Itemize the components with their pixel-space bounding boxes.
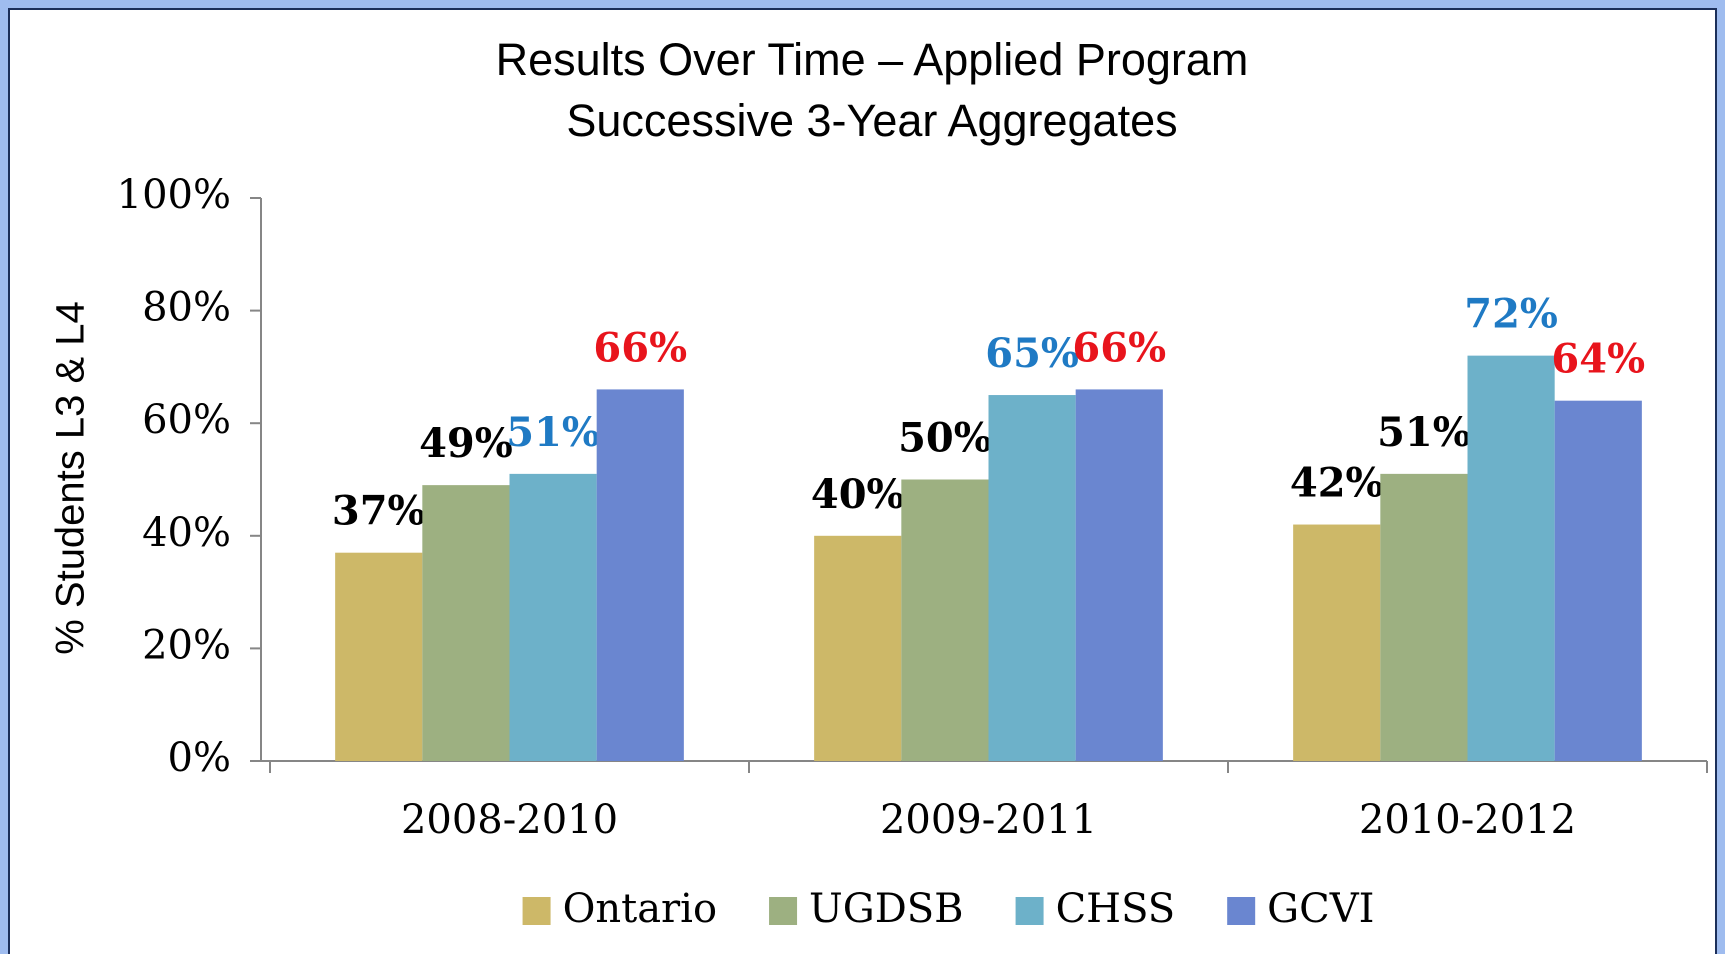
bar bbox=[1075, 389, 1163, 761]
bar bbox=[814, 535, 902, 761]
bar bbox=[988, 395, 1076, 761]
bar bbox=[422, 485, 510, 761]
bar bbox=[1467, 355, 1555, 761]
legend-swatch bbox=[1015, 897, 1044, 925]
legend-label: GCVI bbox=[1267, 886, 1374, 932]
legend-label: UGDSB bbox=[809, 886, 964, 932]
legend-swatch bbox=[522, 897, 551, 925]
y-axis-label: % Students L3 & L4 bbox=[49, 301, 93, 655]
bar bbox=[901, 479, 989, 761]
value-label: 66% bbox=[1072, 324, 1166, 371]
value-label: 65% bbox=[985, 330, 1079, 377]
bar bbox=[1293, 524, 1381, 761]
bar bbox=[335, 552, 423, 761]
y-tick-label: 100% bbox=[117, 172, 231, 218]
value-label: 49% bbox=[419, 420, 513, 467]
value-label: 50% bbox=[898, 415, 992, 462]
y-tick-label: 80% bbox=[142, 285, 231, 331]
legend-label: Ontario bbox=[563, 886, 717, 932]
legend-swatch bbox=[769, 897, 798, 925]
y-tick-label: 0% bbox=[168, 735, 231, 781]
value-label: 66% bbox=[593, 324, 687, 371]
y-tick-label: 20% bbox=[142, 622, 231, 668]
value-label: 72% bbox=[1464, 291, 1558, 338]
y-tick-label: 40% bbox=[142, 510, 231, 556]
bar bbox=[1380, 473, 1468, 761]
bar bbox=[509, 473, 597, 761]
value-label: 40% bbox=[811, 471, 905, 518]
chart-title: Results Over Time – Applied Program bbox=[496, 34, 1249, 85]
bar bbox=[1554, 400, 1642, 761]
value-label: 51% bbox=[506, 409, 600, 456]
legend-label: CHSS bbox=[1056, 886, 1176, 932]
value-label: 42% bbox=[1290, 460, 1384, 507]
value-label: 51% bbox=[1377, 409, 1471, 456]
chart-subtitle: Successive 3-Year Aggregates bbox=[566, 95, 1177, 146]
x-tick-label: 2009-2011 bbox=[880, 797, 1097, 843]
value-label: 64% bbox=[1551, 336, 1645, 383]
bar bbox=[596, 389, 684, 761]
legend-swatch bbox=[1227, 897, 1256, 925]
x-tick-label: 2010-2012 bbox=[1359, 797, 1576, 843]
y-tick-label: 60% bbox=[142, 397, 231, 443]
value-label: 37% bbox=[332, 488, 426, 535]
x-tick-label: 2008-2010 bbox=[401, 797, 618, 843]
